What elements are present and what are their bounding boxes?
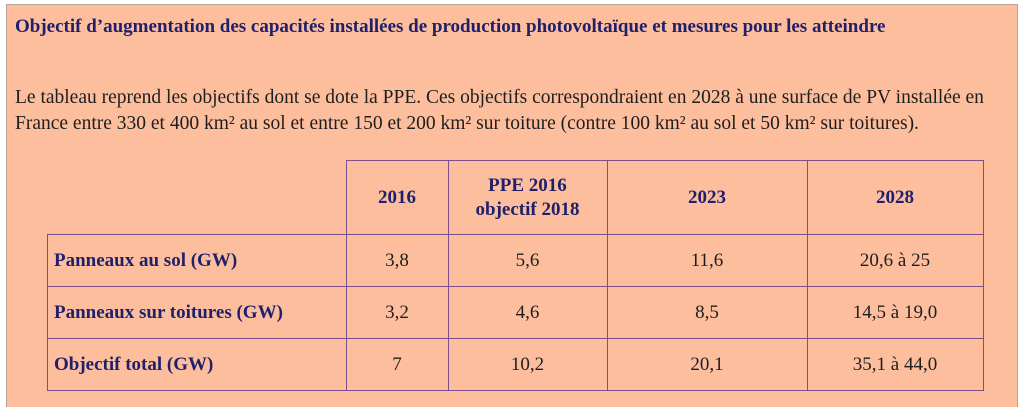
title: Objectif d’augmentation des capacités in… bbox=[15, 16, 886, 37]
row-label: Objectif total (GW) bbox=[47, 338, 347, 391]
header-cell: 2023 bbox=[606, 160, 808, 235]
row-label: Panneaux sur toitures (GW) bbox=[47, 286, 347, 339]
cell: 7 bbox=[345, 338, 449, 391]
panel: Objectif d’augmentation des capacités in… bbox=[6, 4, 1018, 407]
cell: 10,2 bbox=[447, 338, 608, 391]
header-line: PPE 2016 bbox=[488, 174, 567, 196]
header-cell: 2028 bbox=[806, 160, 984, 235]
cell: 14,5 à 19,0 bbox=[806, 286, 984, 339]
cell: 11,6 bbox=[606, 234, 808, 287]
cell: 3,2 bbox=[345, 286, 449, 339]
header-line: 2028 bbox=[876, 186, 914, 208]
cell: 5,6 bbox=[447, 234, 608, 287]
cell: 8,5 bbox=[606, 286, 808, 339]
cell: 35,1 à 44,0 bbox=[806, 338, 984, 391]
header-line: 2023 bbox=[688, 186, 726, 208]
cell: 20,6 à 25 bbox=[806, 234, 984, 287]
paragraph: Le tableau reprend les objectifs dont se… bbox=[15, 87, 984, 134]
table-row: Objectif total (GW) 7 10,2 20,1 35,1 à 44,0 bbox=[47, 338, 984, 391]
header-row: 2016 PPE 2016 objectif 2018 2023 2028 bbox=[47, 160, 984, 235]
table: 2016 PPE 2016 objectif 2018 2023 2028 Panneau… bbox=[47, 160, 984, 391]
header-cell: 2016 bbox=[345, 160, 449, 235]
header-line: objectif 2018 bbox=[475, 198, 580, 220]
table-row: Panneaux sur toitures (GW) 3,2 4,6 8,5 14,5 … bbox=[47, 286, 984, 339]
empty-cell bbox=[47, 160, 347, 235]
table-row: Panneaux au sol (GW) 3,8 5,6 11,6 20,6 à 25 bbox=[47, 234, 984, 287]
cell: 4,6 bbox=[447, 286, 608, 339]
header-cell: PPE 2016 objectif 2018 bbox=[447, 160, 608, 235]
cell: 3,8 bbox=[345, 234, 449, 287]
row-label: Panneaux au sol (GW) bbox=[47, 234, 347, 287]
cell: 20,1 bbox=[606, 338, 808, 391]
header-line: 2016 bbox=[378, 186, 416, 208]
